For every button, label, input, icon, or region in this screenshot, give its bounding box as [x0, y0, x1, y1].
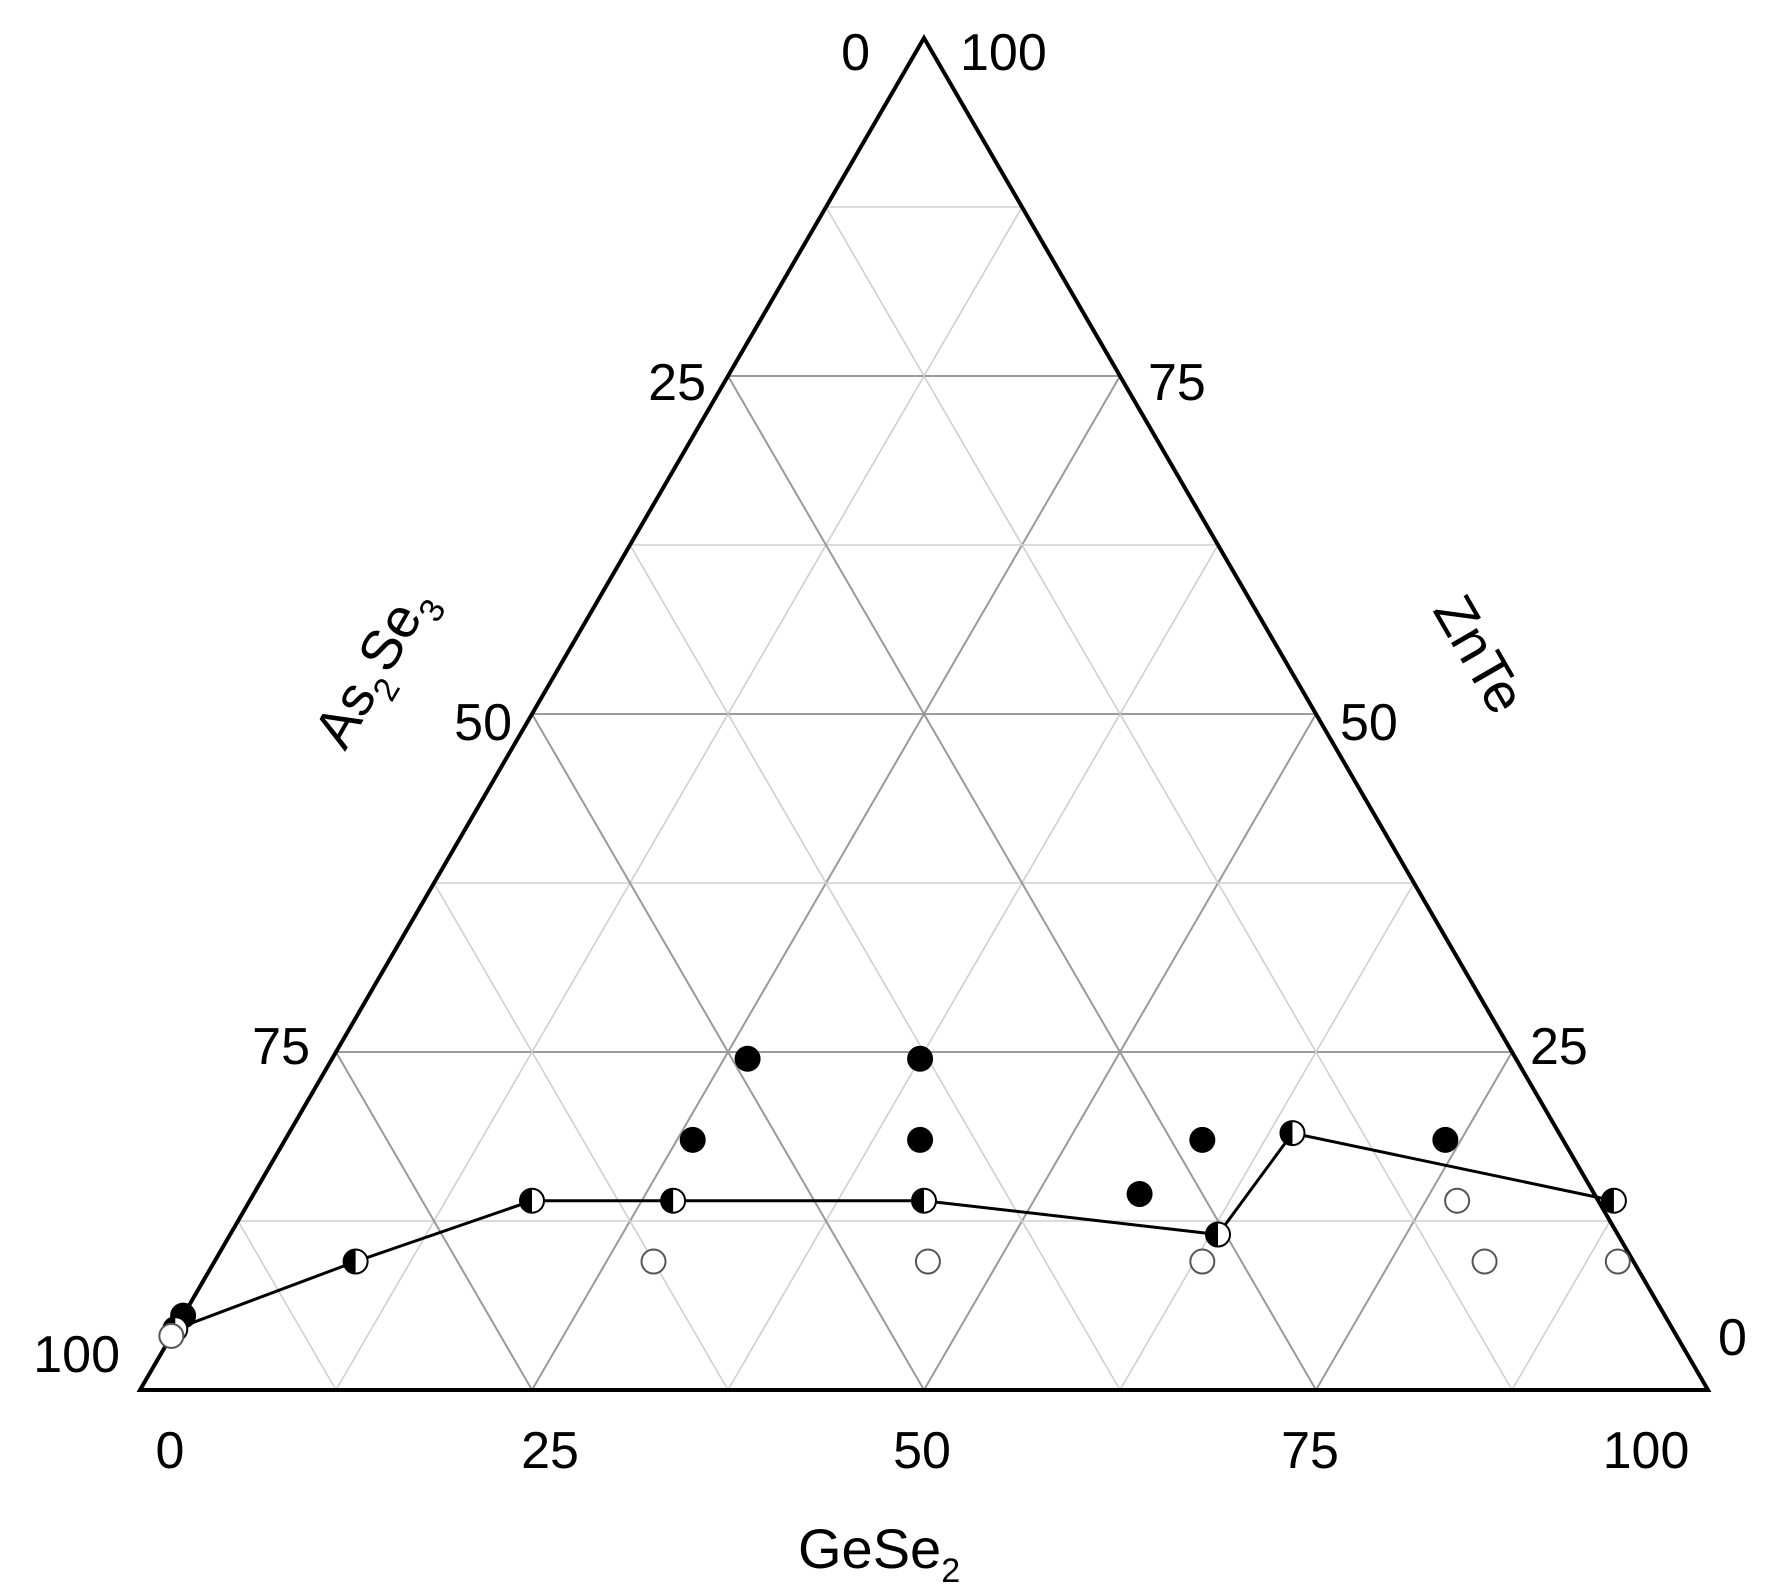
point-open	[914, 1248, 941, 1275]
right-tick-50: 50	[1340, 694, 1398, 752]
point-half-filled-fill	[912, 1188, 924, 1213]
point-filled	[734, 1045, 761, 1072]
point-half-filled-fill	[520, 1188, 532, 1213]
point-open	[1471, 1248, 1498, 1275]
point-half-filled-fill	[343, 1249, 356, 1274]
point-half-filled-fill	[661, 1188, 674, 1213]
point-filled	[1189, 1126, 1216, 1153]
right-tick-75: 75	[1148, 354, 1206, 412]
left-tick-75: 75	[252, 1018, 310, 1076]
grid-line-right-parallel	[531, 713, 925, 1391]
right-corner-tick: 0	[1718, 1309, 1747, 1367]
apex-right-tick: 100	[960, 24, 1047, 82]
point-filled	[1432, 1126, 1459, 1153]
bottom-axis-title-main: GeSe	[798, 1517, 941, 1580]
point-half-filled	[660, 1187, 687, 1214]
point-half-filled	[1600, 1187, 1627, 1214]
bottom-axis-title-subscript: 2	[941, 1552, 960, 1589]
grid-line-left-parallel	[1119, 882, 1415, 1391]
grid-line-right-parallel	[433, 882, 729, 1391]
point-half-filled-fill	[1601, 1188, 1614, 1213]
point-half-filled	[519, 1187, 545, 1214]
point-half-filled	[1205, 1221, 1231, 1248]
left-tick-100: 100	[33, 1326, 120, 1384]
left-axis-title: As2Se3	[301, 574, 454, 764]
point-open	[1604, 1248, 1631, 1275]
bottom-axis-title: GeSe2	[798, 1517, 960, 1589]
point-filled	[1126, 1180, 1153, 1207]
bottom-tick-0: 0	[156, 1422, 185, 1480]
point-open	[158, 1322, 185, 1349]
grid-line-left-parallel	[335, 206, 1023, 1391]
apex-left-tick: 0	[841, 24, 870, 82]
grid-lines	[237, 206, 1611, 1391]
point-half-filled	[1279, 1120, 1306, 1147]
point-filled	[907, 1126, 934, 1153]
point-open	[1189, 1248, 1216, 1275]
grid-line-right-parallel	[825, 206, 1513, 1391]
right-tick-25: 25	[1530, 1018, 1588, 1076]
point-filled	[679, 1126, 706, 1153]
point-half-filled-fill	[1280, 1121, 1293, 1146]
bottom-tick-75: 75	[1281, 1422, 1339, 1480]
point-half-filled-fill	[1206, 1222, 1218, 1247]
point-half-filled	[911, 1187, 937, 1214]
triangle-frame	[136, 34, 1712, 1392]
grid-line-right-parallel	[237, 1220, 337, 1391]
point-open	[640, 1248, 667, 1275]
grid-line-left-parallel	[727, 544, 1219, 1391]
left-tick-50: 50	[454, 694, 512, 752]
bottom-tick-25: 25	[521, 1422, 579, 1480]
point-half-filled	[342, 1248, 369, 1275]
grid-line-left-parallel	[1511, 1220, 1611, 1391]
bottom-tick-100: 100	[1603, 1422, 1690, 1480]
grid-line-right-parallel	[629, 544, 1121, 1391]
point-filled	[907, 1045, 934, 1072]
grid-line-right-parallel	[727, 375, 1317, 1391]
grid-line-right-parallel	[335, 1051, 533, 1391]
point-open	[1444, 1187, 1471, 1214]
bottom-tick-50: 50	[893, 1422, 951, 1480]
data-points	[158, 1045, 1631, 1349]
glass-forming-boundary-line	[174, 1131, 1615, 1331]
right-axis-title: ZnTe	[1422, 585, 1539, 724]
left-tick-25: 25	[648, 354, 706, 412]
